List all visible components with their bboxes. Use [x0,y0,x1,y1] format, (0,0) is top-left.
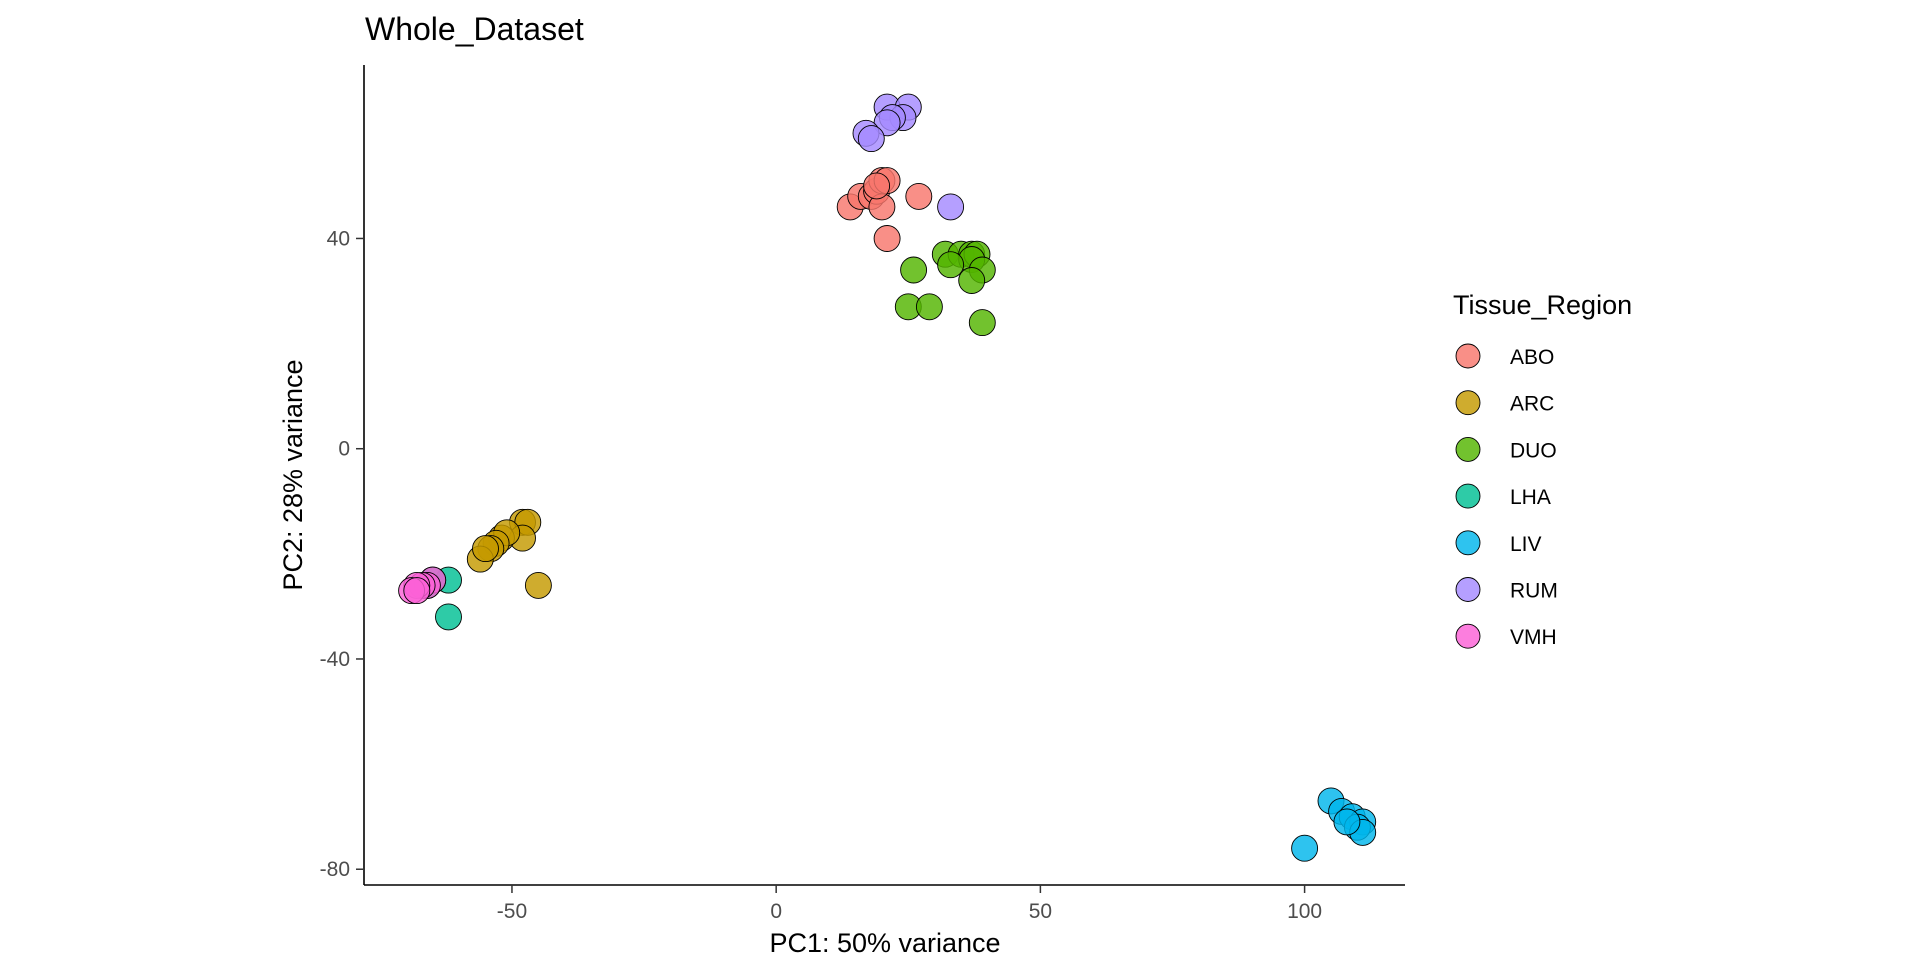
point-duo [937,251,965,279]
legend-label-rum: RUM [1510,580,1558,603]
x-tick-label: -50 [497,900,527,923]
legend: ABO ARC DUO LHA LIV RUM VMH [1455,343,1558,649]
point-rum [937,193,965,221]
legend-key-rum [1455,577,1481,602]
legend-label-lha: LHA [1510,486,1551,509]
y-axis-title: PC2: 28% variance [278,359,308,590]
y-tick-label: 40 [327,227,350,250]
legend-key-liv [1455,530,1481,556]
x-tick-label: 0 [770,900,782,923]
point-arc [472,535,499,563]
point-liv [1291,834,1319,862]
point-lha [435,603,462,631]
y-tick-label: 0 [338,438,350,461]
point-vmh [403,577,431,605]
x-axis-title: PC1: 50% variance [769,928,1000,958]
point-liv [1333,808,1361,836]
legend-key-lha [1455,483,1481,509]
point-duo [968,309,996,337]
legend-key-arc [1455,390,1481,416]
legend-label-duo: DUO [1510,439,1557,462]
point-rum [857,125,885,153]
point-abo [905,182,933,210]
legend-label-arc: ARC [1510,393,1554,416]
legend-label-abo: ABO [1510,346,1554,369]
x-ticks: -50 0 50 100 [497,885,1322,923]
legend-title: Tissue_Region [1453,290,1632,320]
point-arc [524,571,552,599]
points-layer [398,93,1377,862]
x-tick-label: 50 [1029,900,1052,923]
legend-key-duo [1455,436,1481,462]
legend-key-abo [1455,343,1481,369]
point-duo [958,267,986,294]
point-abo [873,225,901,252]
y-ticks: -80 -40 0 40 [320,227,364,881]
y-tick-label: -80 [320,858,350,881]
y-tick-label: -40 [320,648,350,671]
point-duo [915,293,943,321]
legend-label-vmh: VMH [1510,626,1557,649]
point-duo [900,256,928,284]
legend-key-vmh [1455,623,1481,649]
x-tick-label: 100 [1287,900,1322,923]
legend-label-liv: LIV [1510,533,1542,556]
chart-title: Whole_Dataset [365,11,584,47]
point-abo [863,172,891,200]
